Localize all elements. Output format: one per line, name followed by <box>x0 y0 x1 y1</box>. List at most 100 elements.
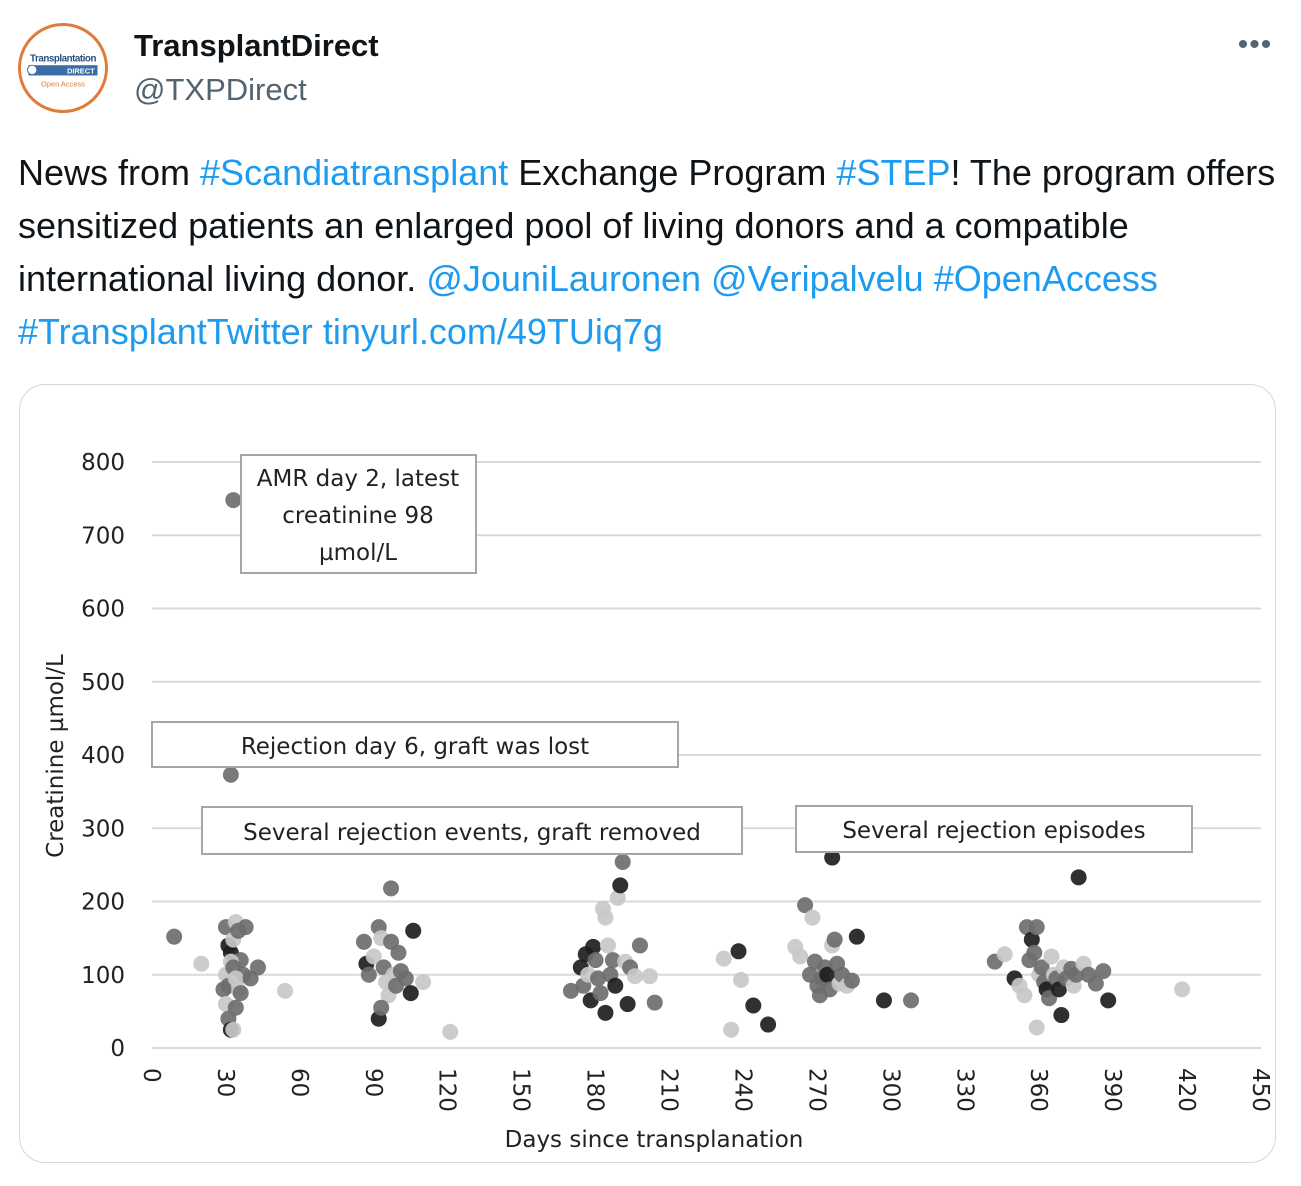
annotation-box: Several rejection events, graft removed <box>201 806 743 855</box>
x-axis-label: Days since transplanation <box>505 1127 804 1153</box>
data-point <box>824 849 841 866</box>
data-point <box>1087 975 1104 992</box>
x-tick-label: 150 <box>508 1068 534 1112</box>
x-tick-label: 330 <box>951 1068 977 1112</box>
data-point <box>383 880 400 897</box>
data-point <box>390 944 407 961</box>
y-tick-label: 400 <box>81 743 125 769</box>
tweet-link[interactable]: #OpenAccess <box>933 258 1158 299</box>
data-point <box>599 937 616 954</box>
tweet-text-segment <box>313 311 323 352</box>
annotation-box: AMR day 2, latest creatinine 98 µmol/L <box>240 454 477 574</box>
data-point <box>562 982 579 999</box>
data-point <box>826 931 843 948</box>
data-points <box>166 492 1191 1040</box>
data-point <box>804 909 821 926</box>
media-card[interactable]: 0 100 200 300 400 500 600 700 800 0 30 60 90 120 150 1… <box>19 384 1276 1163</box>
data-point <box>723 1021 740 1038</box>
x-tick-label: 0 <box>138 1068 164 1083</box>
data-point <box>627 968 644 985</box>
data-point <box>996 946 1013 963</box>
data-point <box>442 1023 459 1040</box>
tweet-text-segment: Exchange Program <box>508 152 837 193</box>
y-tick-label: 300 <box>81 816 125 842</box>
annotation-text: Rejection day 6, graft was lost <box>241 734 589 760</box>
data-point <box>733 971 750 988</box>
annotation-text: AMR day 2, latest <box>257 466 459 492</box>
data-point <box>365 948 382 965</box>
tweet-link[interactable]: #TransplantTwitter <box>18 311 313 352</box>
annotation-text: creatinine 98 <box>282 503 434 529</box>
annotation-frame <box>240 454 477 574</box>
data-point <box>277 982 294 999</box>
annotation-text: Several rejection events, graft removed <box>243 820 701 846</box>
x-axis-ticks: 0 30 60 90 120 150 180 210 240 270 300 330 360 390 420… <box>138 1068 1273 1112</box>
data-point <box>585 938 602 955</box>
y-tick-label: 0 <box>110 1036 125 1062</box>
y-axis-label: Creatinine µmol/L <box>43 654 69 858</box>
data-point <box>360 966 377 983</box>
data-point <box>745 997 762 1014</box>
x-tick-label: 420 <box>1173 1068 1199 1112</box>
data-point <box>397 970 414 987</box>
data-point <box>631 937 648 954</box>
data-point <box>903 992 920 1009</box>
avatar-logo-text-mid: DIRECT <box>67 67 95 76</box>
annotation-frame <box>151 721 679 768</box>
data-point <box>614 853 631 870</box>
author-handle[interactable]: @TXPDirect <box>134 72 307 107</box>
data-point <box>607 977 624 994</box>
x-tick-label: 450 <box>1247 1068 1273 1112</box>
x-tick-label: 90 <box>360 1068 386 1097</box>
data-point <box>875 992 892 1009</box>
data-point <box>227 999 244 1016</box>
scatter-chart: 0 100 200 300 400 500 600 700 800 0 30 60 90 120 150 1… <box>43 450 1273 1153</box>
data-point <box>587 952 604 969</box>
data-point <box>1100 992 1117 1009</box>
data-point <box>604 952 621 969</box>
tweet-link[interactable]: @JouniLauronen <box>426 258 702 299</box>
data-point <box>1028 919 1045 936</box>
more-options-icon[interactable]: ••• <box>1237 28 1273 61</box>
data-point <box>646 994 663 1011</box>
data-point <box>1016 987 1033 1004</box>
y-tick-label: 800 <box>81 450 125 476</box>
data-point <box>619 996 636 1013</box>
transplant-direct-logo: Transplantation DIRECT Open Access <box>21 26 105 110</box>
tweet-link[interactable]: #STEP <box>836 152 951 193</box>
x-tick-label: 300 <box>877 1068 903 1112</box>
data-point <box>597 1004 614 1021</box>
data-point <box>1023 931 1040 948</box>
y-tick-label: 500 <box>81 670 125 696</box>
data-point <box>715 950 732 967</box>
data-point <box>373 999 390 1016</box>
tweet-link[interactable]: #Scandiatransplant <box>200 152 509 193</box>
data-point <box>193 955 210 972</box>
x-tick-label: 30 <box>212 1068 238 1097</box>
annotation-box: Rejection day 6, graft was lost <box>151 721 679 768</box>
data-point <box>225 1021 242 1038</box>
y-tick-label: 700 <box>81 523 125 549</box>
data-point <box>1033 959 1050 976</box>
tweet-text: News from #Scandiatransplant Exchange Pr… <box>18 146 1288 358</box>
avatar[interactable]: Transplantation DIRECT Open Access <box>18 23 108 113</box>
data-point <box>612 877 629 894</box>
data-point <box>237 919 254 936</box>
data-point <box>232 985 249 1002</box>
tweet-link[interactable]: @Veripalvelu <box>711 258 924 299</box>
data-point <box>225 492 242 509</box>
data-point <box>249 959 266 976</box>
x-tick-label: 120 <box>434 1068 460 1112</box>
x-tick-label: 360 <box>1025 1068 1051 1112</box>
data-point <box>1053 1007 1070 1024</box>
data-point <box>792 948 809 965</box>
tweet-link[interactable]: tinyurl.com/49TUiq7g <box>322 311 663 352</box>
x-tick-label: 180 <box>582 1068 608 1112</box>
data-point <box>848 928 865 945</box>
annotation-text: Several rejection episodes <box>842 818 1145 844</box>
data-point <box>1095 963 1112 980</box>
annotation-frame <box>795 805 1193 853</box>
tweet-text-segment: News from <box>18 152 201 193</box>
author-display-name[interactable]: TransplantDirect <box>134 28 379 63</box>
data-point <box>730 943 747 960</box>
